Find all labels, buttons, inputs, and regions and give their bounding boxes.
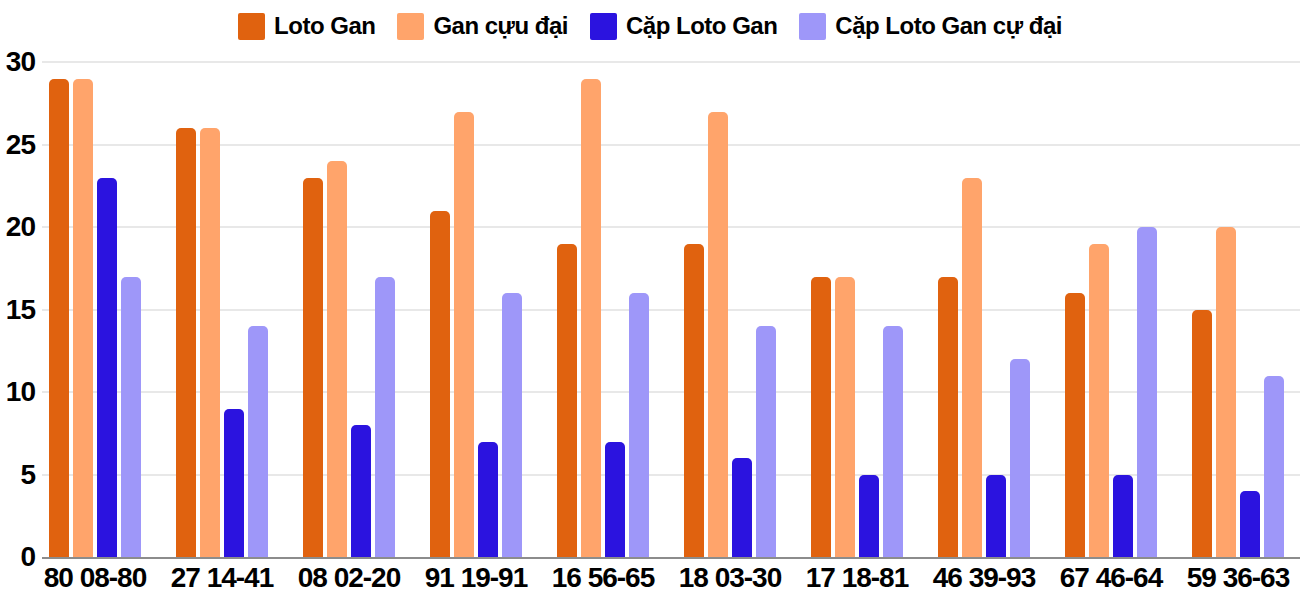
- legend-label: Loto Gan: [274, 12, 375, 40]
- legend-label: Cặp Loto Gan cự đại: [835, 12, 1062, 40]
- bar[interactable]: [1137, 227, 1157, 557]
- bar[interactable]: [938, 277, 958, 558]
- bar[interactable]: [327, 161, 347, 557]
- x-axis-line: [42, 557, 1300, 559]
- x-axis-category-label: 08 02-20: [279, 563, 419, 593]
- bar-chart: Loto Gan Gan cựu đại Cặp Loto Gan Cặp Loto …: [0, 0, 1300, 600]
- bar[interactable]: [351, 425, 371, 557]
- bar[interactable]: [883, 326, 903, 557]
- bar[interactable]: [454, 112, 474, 558]
- legend-swatch-icon: [238, 13, 265, 40]
- bar[interactable]: [605, 442, 625, 558]
- bar[interactable]: [303, 178, 323, 558]
- y-axis-tick-label: 25: [0, 131, 35, 159]
- legend-item: Cặp Loto Gan cự đại: [799, 12, 1062, 40]
- chart-legend: Loto Gan Gan cựu đại Cặp Loto Gan Cặp Loto …: [0, 12, 1300, 40]
- bar[interactable]: [375, 277, 395, 558]
- gridline: [42, 226, 1300, 228]
- gridline: [42, 144, 1300, 146]
- bar[interactable]: [986, 475, 1006, 558]
- bar[interactable]: [1065, 293, 1085, 557]
- bar[interactable]: [684, 244, 704, 558]
- bar[interactable]: [176, 128, 196, 557]
- legend-item: Gan cựu đại: [397, 12, 568, 40]
- bar[interactable]: [1264, 376, 1284, 558]
- x-axis-category-label: 16 56-65: [533, 563, 673, 593]
- bar[interactable]: [732, 458, 752, 557]
- y-axis-tick-label: 30: [0, 48, 35, 76]
- bar[interactable]: [49, 79, 69, 558]
- bar[interactable]: [1216, 227, 1236, 557]
- bar[interactable]: [1240, 491, 1260, 557]
- legend-swatch-icon: [590, 13, 617, 40]
- bar[interactable]: [962, 178, 982, 558]
- y-axis-tick-label: 10: [0, 378, 35, 406]
- legend-swatch-icon: [799, 13, 826, 40]
- legend-label: Cặp Loto Gan: [626, 12, 777, 40]
- bar[interactable]: [557, 244, 577, 558]
- bar[interactable]: [629, 293, 649, 557]
- bar[interactable]: [502, 293, 522, 557]
- y-axis-tick-label: 5: [0, 461, 35, 489]
- bar[interactable]: [478, 442, 498, 558]
- bar[interactable]: [248, 326, 268, 557]
- legend-item: Cặp Loto Gan: [590, 12, 777, 40]
- bar[interactable]: [581, 79, 601, 558]
- bar[interactable]: [835, 277, 855, 558]
- bar[interactable]: [1192, 310, 1212, 558]
- gridline: [42, 61, 1300, 63]
- bar[interactable]: [97, 178, 117, 558]
- bar[interactable]: [859, 475, 879, 558]
- bar[interactable]: [73, 79, 93, 558]
- x-axis-category-label: 46 39-93: [914, 563, 1054, 593]
- bar[interactable]: [708, 112, 728, 558]
- bar[interactable]: [1113, 475, 1133, 558]
- x-axis-category-label: 17 18-81: [787, 563, 927, 593]
- gridline: [42, 391, 1300, 393]
- x-axis-category-label: 18 03-30: [660, 563, 800, 593]
- bar[interactable]: [121, 277, 141, 558]
- legend-label: Gan cựu đại: [433, 12, 568, 40]
- bar[interactable]: [1010, 359, 1030, 557]
- y-axis-tick-label: 15: [0, 296, 35, 324]
- legend-item: Loto Gan: [238, 12, 375, 40]
- legend-swatch-icon: [397, 13, 424, 40]
- gridline: [42, 309, 1300, 311]
- x-axis-category-label: 59 36-63: [1168, 563, 1300, 593]
- x-axis-category-label: 91 19-91: [406, 563, 546, 593]
- x-axis-category-label: 67 46-64: [1041, 563, 1181, 593]
- x-axis-category-label: 27 14-41: [152, 563, 292, 593]
- bar[interactable]: [811, 277, 831, 558]
- bar[interactable]: [430, 211, 450, 558]
- bar[interactable]: [756, 326, 776, 557]
- bar[interactable]: [200, 128, 220, 557]
- y-axis-tick-label: 20: [0, 213, 35, 241]
- x-axis-category-label: 80 08-80: [25, 563, 165, 593]
- bar[interactable]: [1089, 244, 1109, 558]
- bar[interactable]: [224, 409, 244, 558]
